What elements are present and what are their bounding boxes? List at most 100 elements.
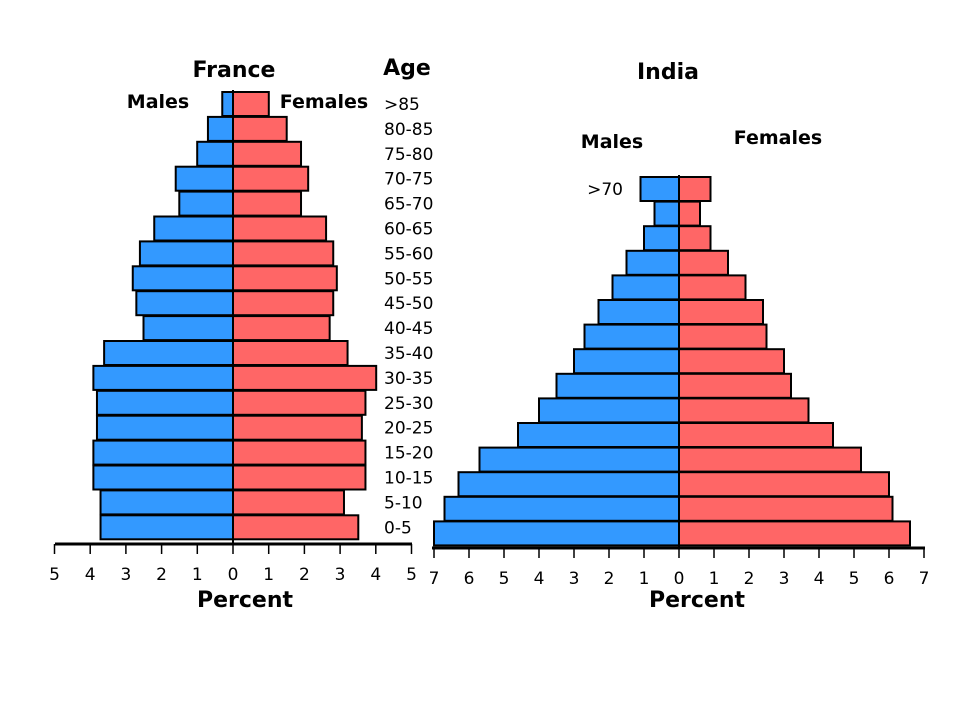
fr-age-label: 0-5 <box>384 518 412 538</box>
in-tick-label: 2 <box>604 569 615 589</box>
in-tick-label: 1 <box>709 569 720 589</box>
fr-tick-label: 3 <box>335 565 346 585</box>
fr-age-label: 50-55 <box>384 269 433 289</box>
in-male-bar-30-35 <box>555 372 680 399</box>
fr-tick-label: 5 <box>406 565 417 585</box>
in-tick-label: 4 <box>814 569 825 589</box>
fr-male-bar-45-50 <box>135 290 234 317</box>
fr-age-label: 40-45 <box>384 319 433 339</box>
india-title: India <box>637 60 699 85</box>
in-female-bar-20-25 <box>678 422 834 448</box>
in-female-bar-65-70 <box>678 200 701 227</box>
in-tick-label: 2 <box>744 569 755 589</box>
in-female-bar-5-10 <box>678 495 894 522</box>
in-male-bar-35-40 <box>573 348 680 375</box>
fr-female-bar-75-80 <box>232 140 303 167</box>
fr-female-bar-70-75 <box>232 165 310 192</box>
fr-age-label: 70-75 <box>384 170 433 190</box>
fr-male-bar-65-70 <box>178 190 235 217</box>
in-male-bar-50-55 <box>611 274 680 301</box>
fr-female-bar-50-55 <box>232 265 338 292</box>
fr-female-bar-15-20 <box>232 439 367 466</box>
in-tick-label: 1 <box>639 569 650 589</box>
in-female-bar-50-55 <box>678 274 747 301</box>
fr-tick-label: 3 <box>120 565 131 585</box>
in-female-bar-15-20 <box>678 446 862 473</box>
fr-female-bar-30-35 <box>232 364 378 391</box>
france-females-label: Females <box>280 91 368 113</box>
fr-male-bar-80-85 <box>206 115 235 142</box>
in-male-bar-40-45 <box>583 323 680 350</box>
france-xlabel: Percent <box>197 588 294 613</box>
in-tick-label: 6 <box>884 569 895 589</box>
fr-male-bar-0-5 <box>99 514 235 541</box>
in-male-bar-55-60 <box>625 249 680 276</box>
fr-female-bar-80-85 <box>232 115 288 142</box>
in-male-bar-60-65 <box>643 225 680 252</box>
age-header: Age <box>383 56 431 81</box>
fr-female-bar-20-25 <box>232 414 363 441</box>
fr-female-bar-60-65 <box>232 215 328 242</box>
in-tick-label: 5 <box>849 569 860 589</box>
in-tick-label: 4 <box>534 569 545 589</box>
fr-age-label: 30-35 <box>384 369 433 389</box>
fr-male-bar-60-65 <box>153 215 235 242</box>
fr-age-label: 45-50 <box>384 294 433 314</box>
fr-female-bar-40-45 <box>232 315 331 342</box>
fr-tick-label: 1 <box>192 565 203 585</box>
in-female-bar->70 <box>678 176 712 202</box>
in-tick-label: 3 <box>569 569 580 589</box>
fr-age-label: 35-40 <box>384 344 433 364</box>
fr-age-label: 55-60 <box>384 244 433 264</box>
in-female-bar-30-35 <box>678 372 792 399</box>
fr-male-bar->85 <box>221 91 234 117</box>
fr-age-label: 80-85 <box>384 120 433 140</box>
france-pyramid: France Age Males Females 0-5 5-10 10-15 15-… <box>49 56 433 613</box>
fr-female-bar-0-5 <box>232 514 360 541</box>
fr-male-bar-55-60 <box>138 240 234 267</box>
fr-age-label: >85 <box>384 95 420 115</box>
france-title: France <box>193 58 276 83</box>
fr-male-bar-50-55 <box>131 265 234 292</box>
in-male-bar-15-20 <box>478 446 680 473</box>
in-tick-label: 5 <box>499 569 510 589</box>
france-males-label: Males <box>127 91 189 113</box>
india-males-label: Males <box>581 131 643 153</box>
india-xlabel: Percent <box>649 588 746 613</box>
fr-female-bar-65-70 <box>232 190 303 217</box>
in-male-bar-10-15 <box>457 471 680 498</box>
fr-age-label: 15-20 <box>384 444 433 464</box>
in-female-bar-40-45 <box>678 323 768 350</box>
fr-male-bar-75-80 <box>196 140 234 167</box>
in-female-bar-10-15 <box>678 471 890 498</box>
fr-female-bar-5-10 <box>232 489 345 516</box>
fr-male-bar-20-25 <box>95 414 234 441</box>
fr-male-bar-70-75 <box>174 165 234 192</box>
fr-female-bar-35-40 <box>232 340 349 366</box>
in-male-bar-65-70 <box>653 200 680 227</box>
fr-male-bar-10-15 <box>92 464 234 491</box>
in-male-bar-20-25 <box>517 422 680 448</box>
fr-tick-label: 4 <box>85 565 96 585</box>
fr-female-bar-25-30 <box>232 389 367 416</box>
in-female-bar-25-30 <box>678 397 810 424</box>
fr-tick-label: 2 <box>299 565 310 585</box>
fr-female-bar-45-50 <box>232 290 335 317</box>
fr-age-label: 75-80 <box>384 145 433 165</box>
fr-male-bar-35-40 <box>103 340 235 366</box>
in-male-bar-5-10 <box>443 495 680 522</box>
in-tick-label: 3 <box>779 569 790 589</box>
fr-age-label: 65-70 <box>384 195 433 215</box>
fr-male-bar-40-45 <box>142 315 234 342</box>
fr-female-bar-10-15 <box>232 464 367 491</box>
in-male-bar-45-50 <box>597 299 680 325</box>
india-females-label: Females <box>734 127 822 149</box>
fr-male-bar-25-30 <box>95 389 234 416</box>
in-male-bar-0-5 <box>433 520 680 547</box>
fr-tick-label: 4 <box>370 565 381 585</box>
fr-tick-label: 0 <box>228 565 239 585</box>
fr-age-label: 25-30 <box>384 394 433 414</box>
in-female-bar-35-40 <box>678 348 785 375</box>
in-tick-label: 0 <box>674 569 685 589</box>
